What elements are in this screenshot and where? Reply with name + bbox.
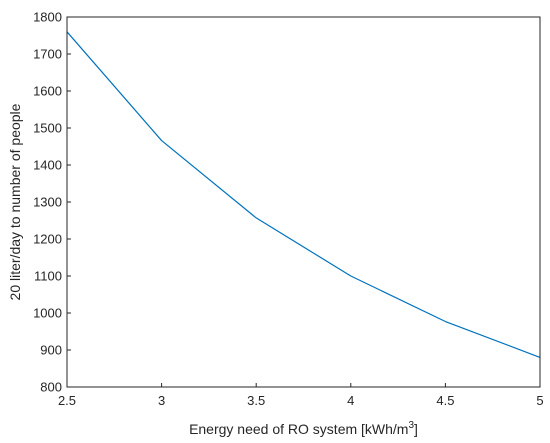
series-line [66,31,541,358]
y-tick-label: 1200 [33,232,62,247]
y-tick-label: 1600 [33,84,62,99]
x-axis-label-superscript: 3 [408,420,414,431]
x-tick-label: 3.5 [247,393,265,408]
x-axis-label-suffix: ] [414,421,418,437]
x-axis-label: Energy need of RO system [kWh/m3] [189,420,418,437]
y-tick-label: 800 [40,380,62,395]
x-tick-label: 4 [347,393,354,408]
y-tick-label: 1500 [33,121,62,136]
y-tick-label: 1700 [33,47,62,62]
x-tick-label: 5 [536,393,543,408]
x-tick-label: 2.5 [58,393,76,408]
x-tick-label: 4.5 [436,393,454,408]
x-axis-label-main: Energy need of RO system [kWh/m [189,421,408,437]
x-tick-label: 3 [158,393,165,408]
y-tick-label: 1000 [33,306,62,321]
y-tick-label: 1800 [33,10,62,25]
y-tick-label: 1400 [33,158,62,173]
y-tick-label: 1100 [34,269,62,284]
series-layer [66,31,541,358]
y-tick-label: 900 [40,343,62,358]
plot-frame [66,16,541,388]
y-axis-label: 20 liter/day to number of people [7,103,23,300]
y-axis-ticks: 800 900 1000 1100 1200 1300 1400 1500 1600 1700 18… [33,10,71,395]
y-tick-label: 1300 [33,195,62,210]
x-axis-ticks: 2.5 3 3.5 4 4.5 5 [58,383,544,408]
plot-background [67,17,540,387]
